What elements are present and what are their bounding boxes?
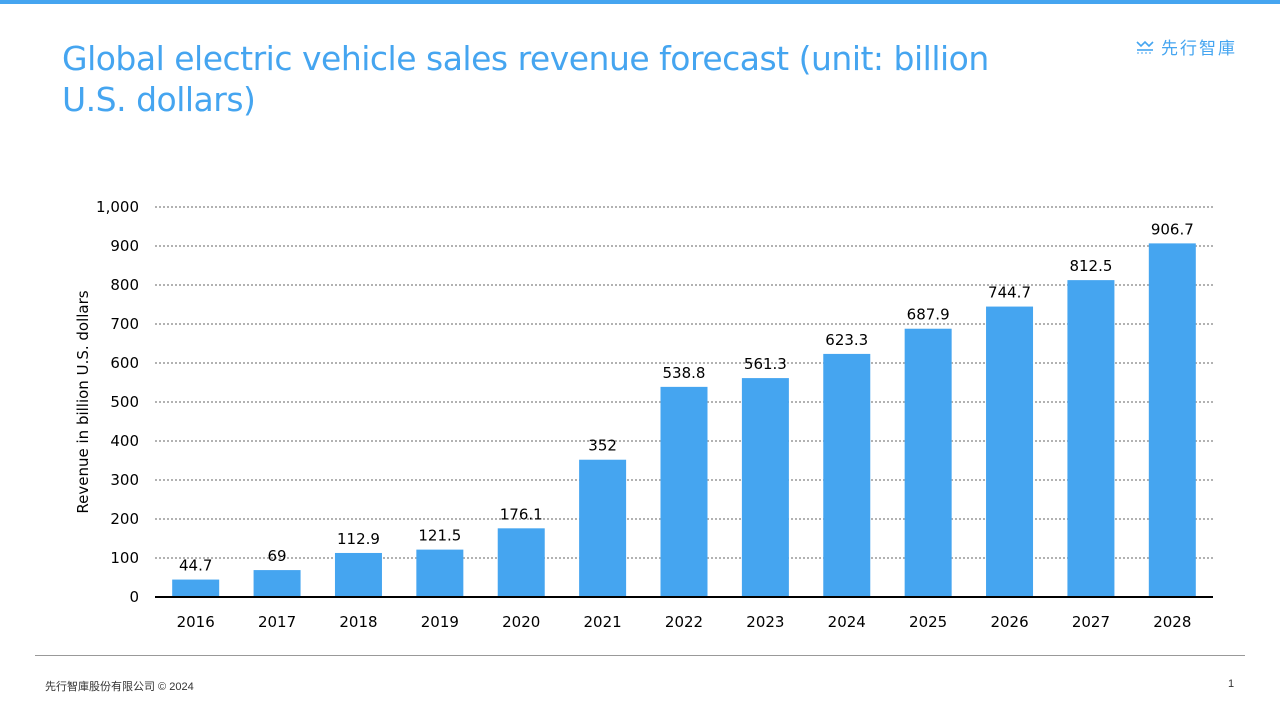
footer-copyright: 先行智庫股份有限公司 © 2024 [45,681,194,693]
y-tick-label: 900 [110,237,139,255]
y-tick-label: 200 [110,510,139,528]
logo: 先行智庫 [1135,34,1237,59]
x-tick-label: 2019 [421,613,459,631]
x-tick-label: 2017 [258,613,296,631]
logo-text: 先行智庫 [1161,39,1237,58]
x-tick-label: 2022 [665,613,703,631]
y-tick-label: 500 [110,393,139,411]
bar [334,552,382,597]
y-tick-label: 600 [110,354,139,372]
x-tick-label: 2021 [584,613,622,631]
y-tick-label: 800 [110,276,139,294]
x-tick-label: 2020 [502,613,540,631]
x-tick-label: 2027 [1072,613,1110,631]
bar [416,549,464,597]
footer-divider [35,655,1245,656]
x-tick-label: 2023 [746,613,784,631]
bar [497,528,545,597]
data-label: 623.3 [825,331,868,349]
y-tick-label: 400 [110,432,139,450]
x-tick-label: 2025 [909,613,947,631]
data-label: 906.7 [1151,220,1194,238]
data-label: 538.8 [663,364,706,382]
bar [660,386,708,597]
x-tick-label: 2016 [177,613,215,631]
data-label: 112.9 [337,530,380,548]
data-label: 812.5 [1069,257,1112,275]
bar [741,378,789,597]
data-label: 561.3 [744,355,787,373]
logo-icon [1136,40,1154,53]
y-tick-label: 700 [110,315,139,333]
bar [253,570,301,597]
page-number: 1 [1228,678,1235,690]
bar [1148,243,1196,597]
data-label: 744.7 [988,284,1031,302]
y-tick-label: 1,000 [96,198,139,216]
bar [986,306,1034,597]
x-tick-label: 2024 [828,613,866,631]
y-tick-label: 0 [129,588,139,606]
data-label: 44.7 [179,557,212,575]
data-label: 69 [268,547,287,565]
data-label: 176.1 [500,505,543,523]
bar [823,353,871,597]
page-title: Global electric vehicle sales revenue fo… [62,39,989,119]
data-label: 687.9 [907,306,950,324]
y-tick-label: 100 [110,549,139,567]
y-tick-label: 300 [110,471,139,489]
x-tick-label: 2026 [990,613,1028,631]
bar [904,328,952,597]
bar [579,459,627,597]
top-accent-bar [0,0,1280,4]
data-label: 121.5 [418,527,461,545]
bar [172,579,220,597]
x-tick-label: 2018 [339,613,377,631]
bar [1067,280,1115,597]
y-axis-label: Revenue in billion U.S. dollars [74,290,92,513]
x-tick-label: 2028 [1153,613,1191,631]
data-label: 352 [588,437,617,455]
